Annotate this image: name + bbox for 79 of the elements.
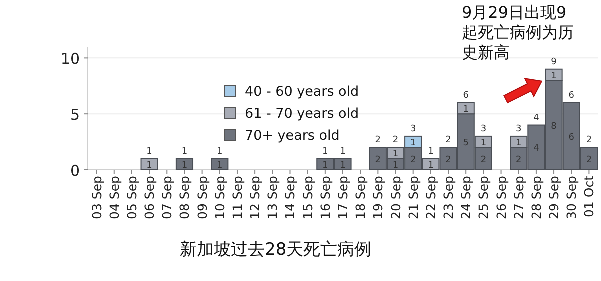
total-label: 2 — [392, 136, 399, 146]
x-tick-label: 11 Sep — [230, 176, 245, 220]
y-tick-label: 10 — [60, 50, 80, 68]
data-label: 1 — [340, 160, 346, 171]
total-label: 1 — [182, 146, 188, 157]
x-tick-label: 01 Oct — [582, 176, 597, 218]
data-label: 2 — [410, 155, 416, 166]
x-tick-label: 22 Sep — [423, 176, 438, 220]
data-label: 1 — [217, 160, 223, 171]
total-label: 3 — [516, 124, 522, 134]
total-label: 9 — [551, 57, 558, 68]
data-label: 4 — [534, 144, 540, 154]
x-tick-label: 19 Sep — [370, 176, 386, 220]
total-label: 1 — [428, 146, 434, 157]
x-tick-label: 05 Sep — [124, 176, 140, 220]
x-tick-label: 18 Sep — [353, 176, 368, 220]
data-label: 1 — [516, 138, 522, 149]
x-tick-label: 27 Sep — [511, 176, 526, 220]
x-tick-label: 16 Sep — [318, 176, 333, 220]
data-label: 2 — [375, 155, 382, 166]
x-tick-label: 12 Sep — [248, 176, 263, 220]
total-label: 3 — [480, 124, 487, 134]
x-tick-label: 30 Sep — [564, 176, 580, 220]
legend-label: 40 - 60 years old — [245, 84, 360, 100]
total-label: 6 — [463, 90, 470, 101]
data-label: 2 — [446, 155, 452, 166]
x-tick-label: 23 Sep — [441, 176, 456, 220]
data-label: 1 — [480, 138, 487, 149]
data-label: 2 — [586, 155, 592, 166]
x-tick-label: 03 Sep — [89, 176, 104, 220]
x-tick-label: 06 Sep — [142, 176, 158, 220]
total-label: 3 — [410, 124, 416, 134]
total-label: 6 — [568, 90, 575, 101]
x-tick-label: 09 Sep — [194, 176, 210, 220]
x-tick-label: 25 Sep — [476, 176, 492, 220]
x-tick-label: 14 Sep — [282, 176, 298, 220]
x-tick-label: 13 Sep — [265, 176, 280, 220]
data-label: 2 — [480, 155, 487, 166]
total-label: 2 — [446, 136, 452, 146]
bar — [211, 158, 229, 170]
data-label: 1 — [463, 105, 469, 115]
total-label: 2 — [375, 136, 382, 146]
data-label: 1 — [428, 160, 434, 171]
y-tick-label: 5 — [70, 106, 80, 124]
total-label: 1 — [340, 146, 346, 157]
x-tick-label: 26 Sep — [494, 176, 509, 220]
total-label: 4 — [534, 113, 540, 124]
total-label: 1 — [322, 146, 328, 157]
x-tick-label: 15 Sep — [300, 176, 316, 220]
y-tick-label: 0 — [70, 162, 80, 180]
data-label: 1 — [146, 160, 152, 171]
x-tick-label: 24 Sep — [458, 176, 474, 220]
x-tick-label: 29 Sep — [546, 176, 562, 220]
data-label: 1 — [182, 160, 188, 171]
data-label: 8 — [551, 122, 558, 132]
bar — [176, 158, 194, 170]
total-label: 1 — [217, 146, 223, 157]
data-label: 1 — [551, 71, 557, 82]
x-tick-label: 17 Sep — [336, 176, 350, 220]
x-tick-label: 07 Sep — [160, 176, 175, 220]
total-label: 2 — [586, 136, 592, 146]
data-label: 1 — [322, 160, 328, 171]
legend-label: 70+ years old — [245, 128, 340, 144]
data-label: 1 — [392, 150, 399, 160]
x-tick-label: 10 Sep — [212, 176, 228, 220]
x-tick-label: 08 Sep — [177, 176, 192, 220]
x-tick-label: 20 Sep — [388, 176, 404, 220]
x-tick-label: 28 Sep — [528, 176, 544, 220]
data-label: 6 — [568, 132, 575, 143]
bar — [140, 158, 158, 170]
data-label: 1 — [392, 160, 399, 171]
legend-label: 61 - 70 years old — [245, 106, 360, 122]
data-label: 2 — [516, 155, 522, 166]
total-label: 1 — [146, 146, 152, 157]
x-tick-label: 04 Sep — [106, 176, 122, 220]
x-tick-label: 21 Sep — [406, 176, 421, 220]
data-label: 5 — [463, 138, 469, 149]
data-label: 1 — [410, 138, 416, 149]
text: 新加坡过去28天死亡病例 — [180, 240, 372, 260]
